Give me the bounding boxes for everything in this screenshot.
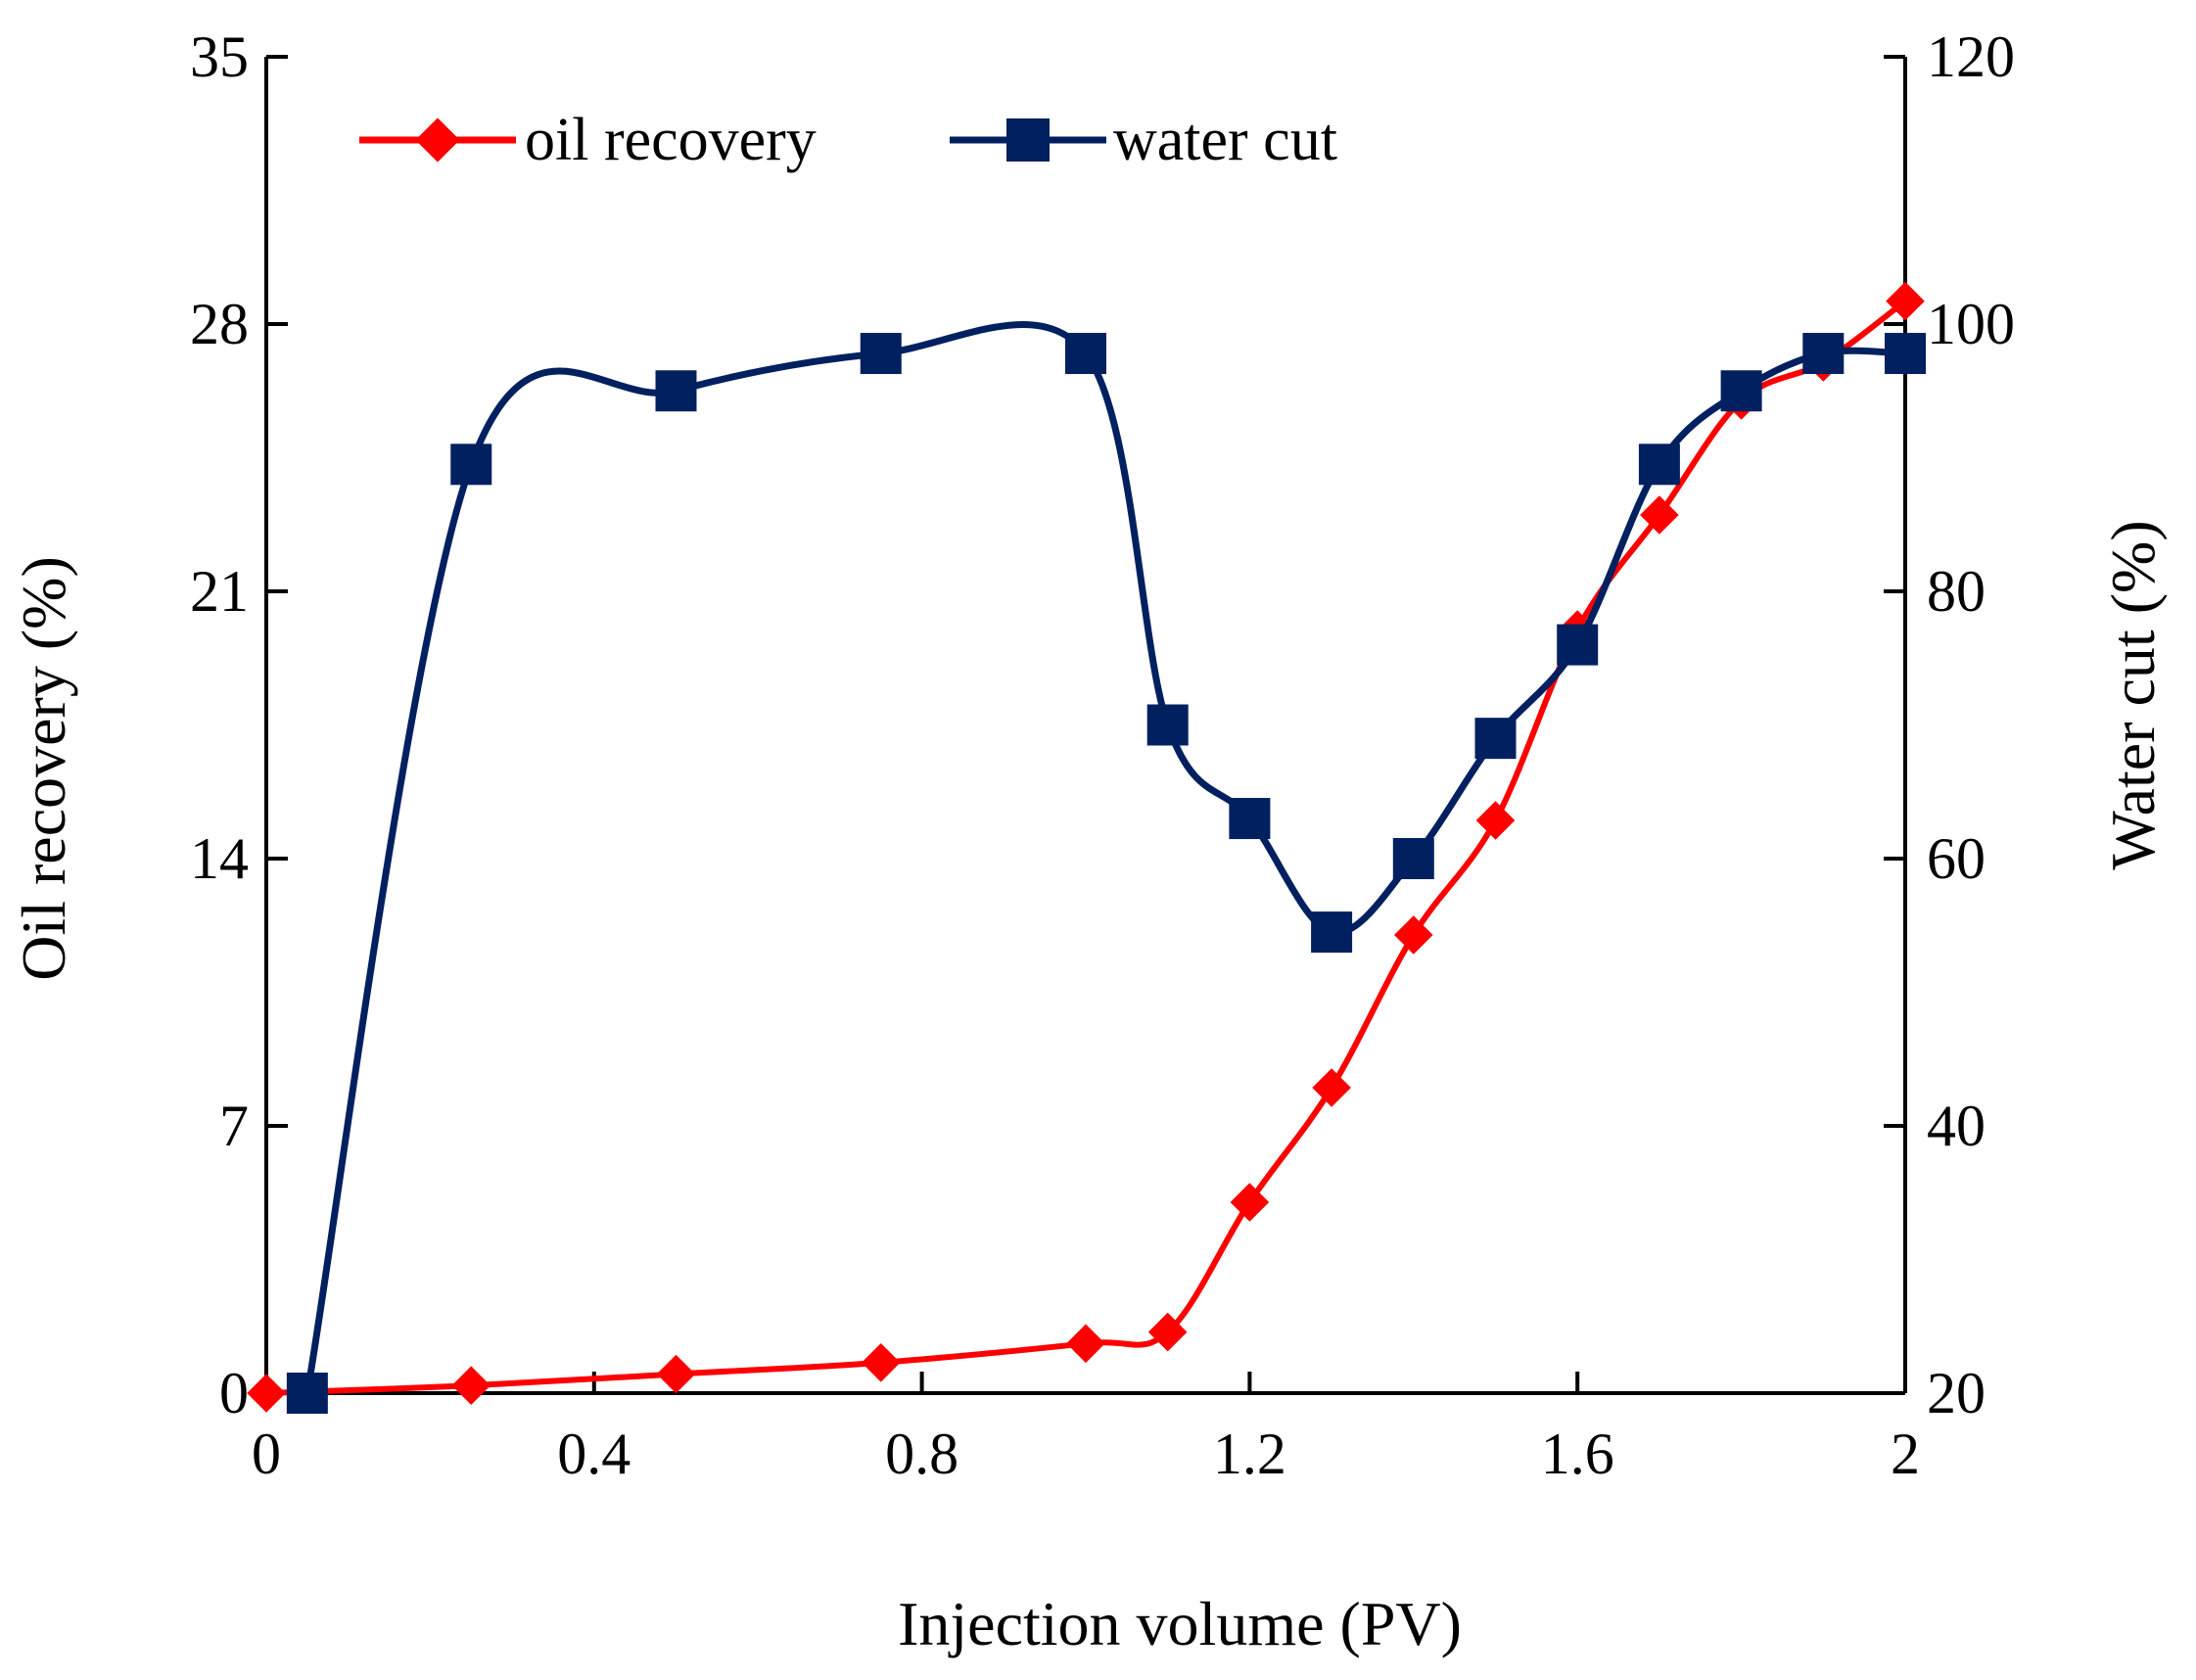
data-point-oil-recovery	[1475, 801, 1516, 840]
data-point-water-cut	[1474, 718, 1517, 760]
data-point-water-cut	[655, 370, 697, 412]
data-point-water-cut	[860, 333, 902, 375]
data-point-water-cut	[1311, 911, 1353, 954]
data-point-oil-recovery	[451, 1366, 491, 1405]
axes	[264, 57, 1907, 1395]
right-tick-label: 100	[1927, 292, 2015, 356]
series-line-water-cut	[304, 320, 1906, 1394]
legend-water-cut-label: water cut	[1113, 107, 1337, 173]
right-tick-label: 40	[1927, 1094, 1986, 1158]
left-tick-label: 35	[190, 24, 249, 89]
data-point-oil-recovery	[861, 1343, 901, 1382]
data-point-water-cut	[1065, 333, 1106, 375]
data-point-water-cut	[286, 1373, 328, 1414]
right-tick-label: 80	[1927, 559, 1986, 624]
data-point-water-cut	[1802, 333, 1845, 375]
data-point-water-cut	[1392, 838, 1434, 879]
right-axis-ticks: 20 40 60 80 100 120	[1884, 24, 2015, 1425]
left-tick-label: 0	[219, 1361, 249, 1425]
plot-series	[247, 281, 1926, 1414]
legend-oil-recovery-label: oil recovery	[525, 107, 817, 173]
legend-water-cut-marker	[1006, 118, 1050, 162]
legend: oil recovery water cut	[359, 107, 1337, 173]
data-point-oil-recovery	[1394, 915, 1433, 955]
data-point-oil-recovery	[1312, 1068, 1351, 1107]
data-point-water-cut	[1557, 624, 1599, 666]
data-point-oil-recovery	[1230, 1183, 1270, 1222]
x-axis-ticks: 0 0.4 0.8 1.2 1.6 2	[252, 1372, 1920, 1486]
left-axis-title: Oil recovery (%)	[9, 556, 78, 981]
right-tick-label: 120	[1927, 24, 2015, 89]
data-point-oil-recovery	[247, 1374, 286, 1413]
series-water-cut	[286, 320, 1926, 1414]
data-point-water-cut	[1720, 370, 1762, 412]
data-point-water-cut	[450, 443, 492, 486]
data-point-oil-recovery	[1066, 1324, 1105, 1364]
x-tick-label: 1.2	[1213, 1422, 1286, 1486]
x-tick-label: 0.8	[885, 1422, 958, 1486]
left-tick-label: 28	[190, 292, 249, 356]
left-tick-label: 21	[190, 559, 249, 624]
data-point-water-cut	[1229, 798, 1271, 840]
left-tick-label: 7	[219, 1094, 249, 1158]
data-point-oil-recovery	[1640, 495, 1679, 535]
x-tick-label: 2	[1891, 1422, 1920, 1486]
data-point-oil-recovery	[656, 1354, 696, 1394]
right-axis-title: Water cut (%)	[2098, 520, 2168, 869]
right-tick-label: 60	[1927, 826, 1986, 891]
x-axis-title: Injection volume (PV)	[898, 1589, 1462, 1658]
data-point-water-cut	[1885, 333, 1926, 375]
x-tick-label: 0	[252, 1422, 281, 1486]
left-axis-ticks: 0 7 14 21 28 35	[190, 24, 288, 1425]
data-point-oil-recovery	[1147, 1312, 1188, 1352]
x-tick-label: 0.4	[557, 1422, 631, 1486]
x-tick-label: 1.6	[1541, 1422, 1614, 1486]
left-tick-label: 14	[190, 826, 249, 891]
data-point-water-cut	[1638, 443, 1680, 486]
legend-oil-recovery-marker	[415, 117, 460, 163]
data-point-water-cut	[1146, 704, 1189, 746]
right-tick-label: 20	[1927, 1361, 1986, 1425]
